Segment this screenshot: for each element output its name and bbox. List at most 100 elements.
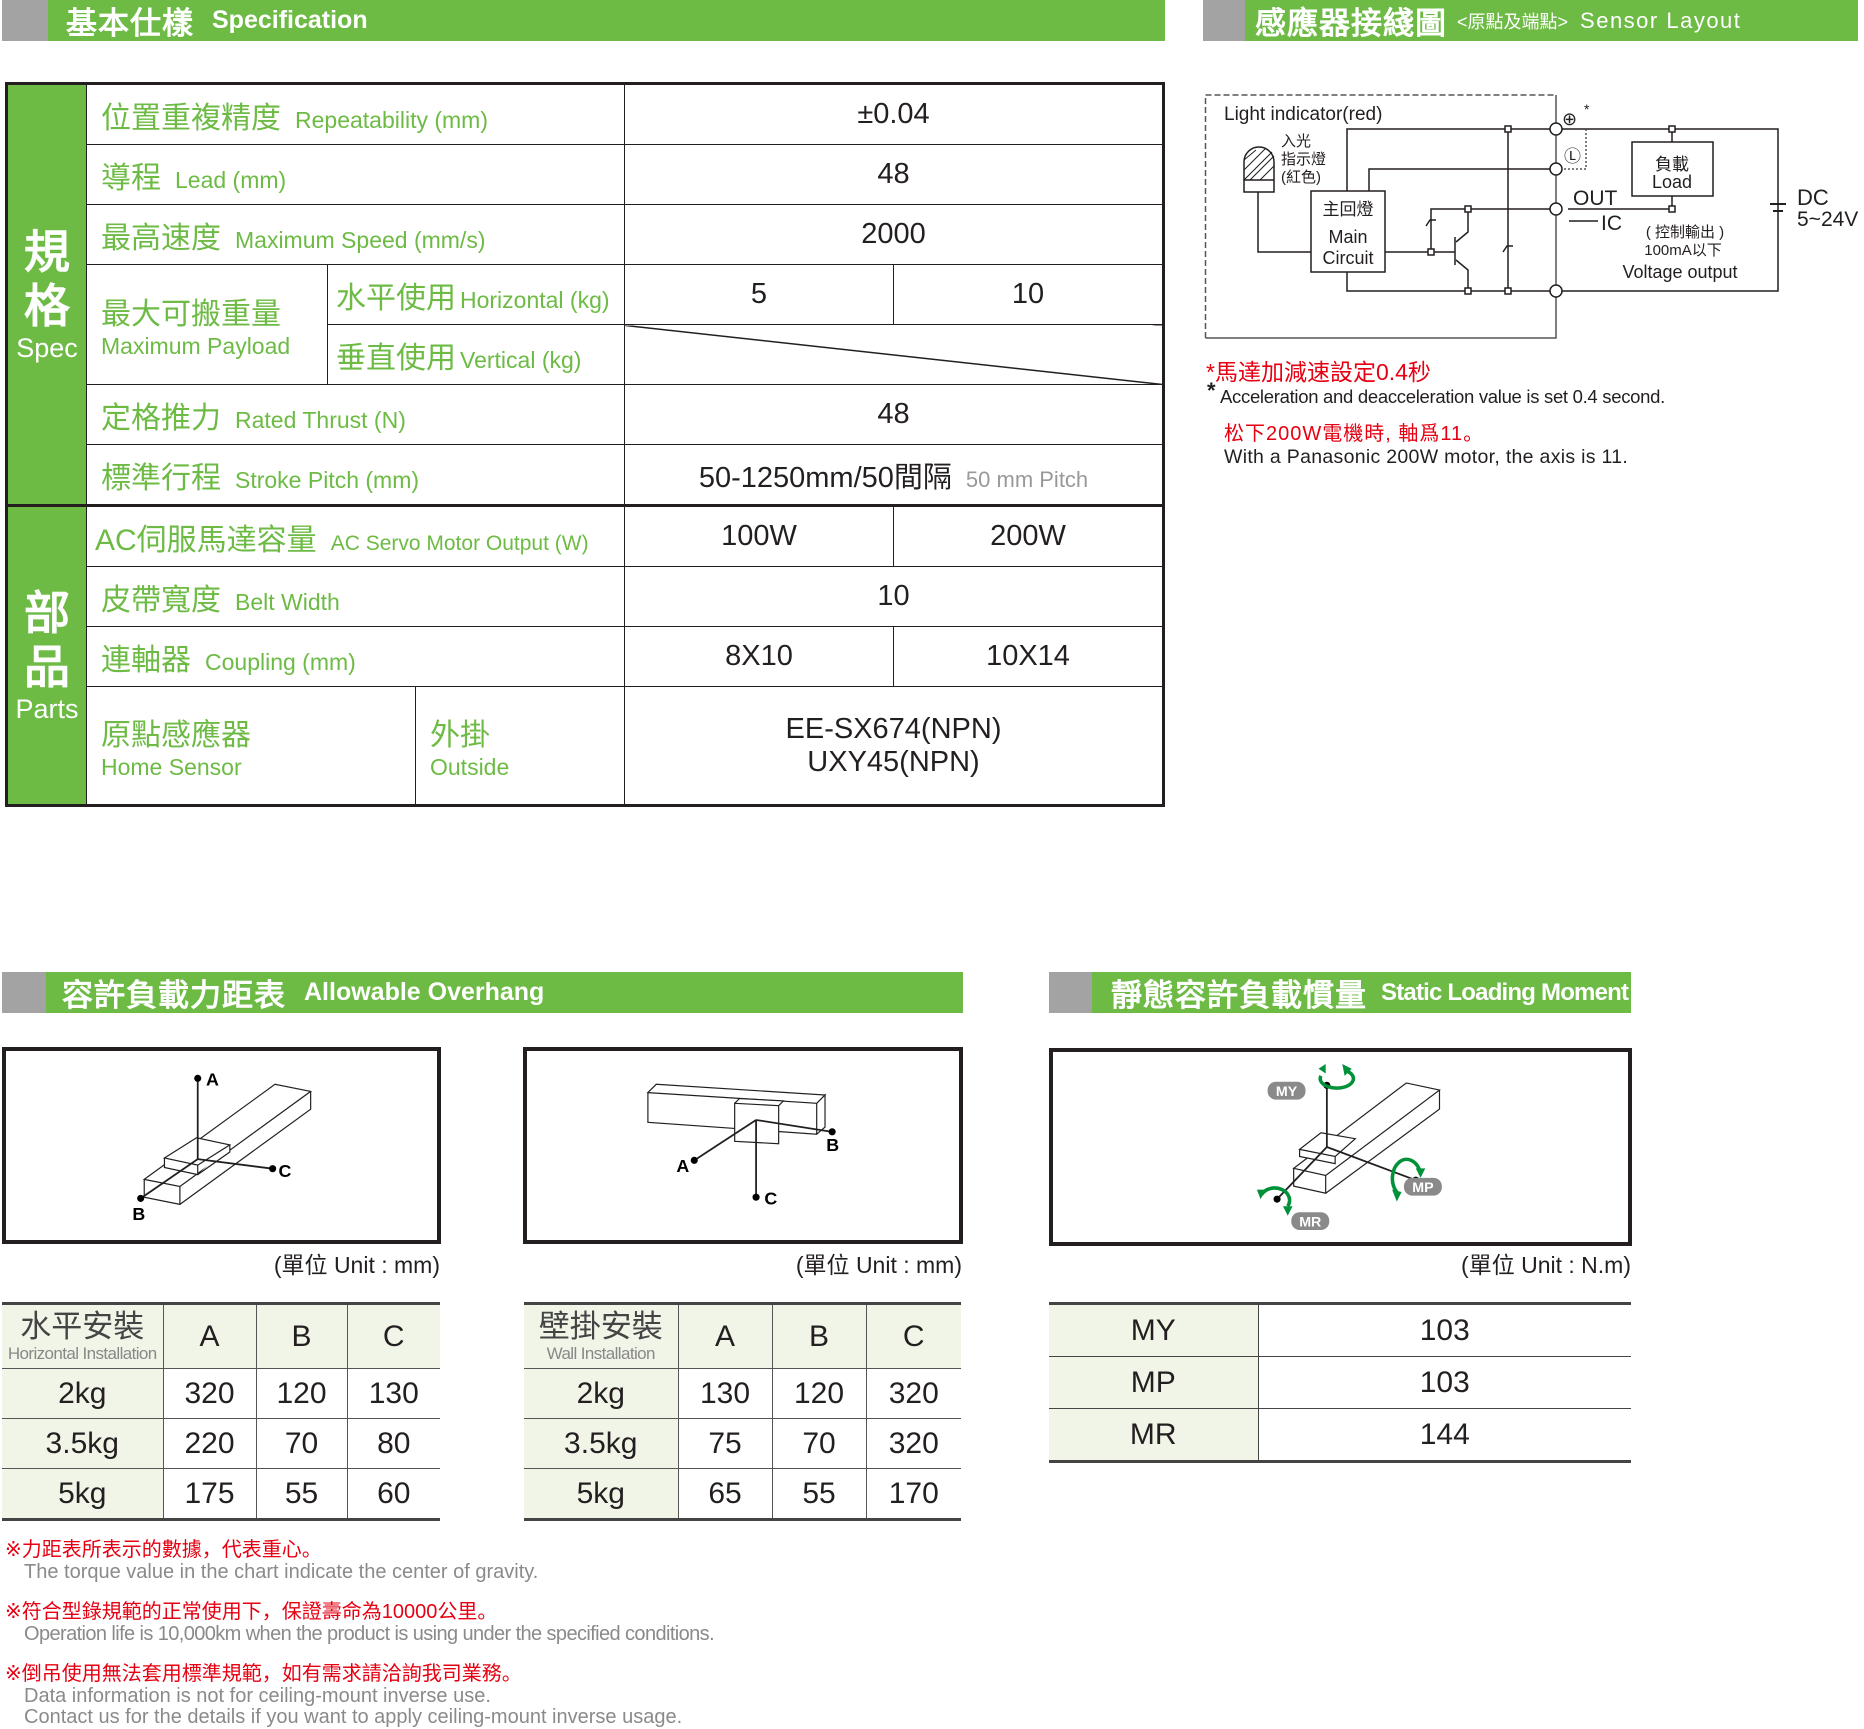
light-indicator-label: Light indicator(red) [1224, 104, 1382, 125]
coupling-value-100w: 8X10 [624, 626, 894, 687]
column-header: A [677, 1302, 772, 1369]
dc-label: DC [1797, 185, 1829, 210]
table-row: 2kg 320 120 130 [2, 1368, 440, 1419]
home-sensor-label: 原點感應器 Home Sensor [86, 686, 416, 806]
label-c: C [279, 1161, 292, 1181]
table-title: 水平安裝 Horizontal Installation [2, 1302, 163, 1369]
column-header: A [162, 1302, 256, 1369]
max-speed-label: 最高速度 Maximum Speed (mm/s) [86, 204, 625, 265]
main-circuit-en2: Circuit [1322, 248, 1373, 268]
moment-header-en: Static Loading Moment [1381, 978, 1629, 1006]
main-circuit-box [1310, 190, 1386, 273]
moment-table: MY 103 MP 103 MR 144 [1049, 1302, 1631, 1463]
column-header: C [865, 1302, 961, 1369]
load-en: Load [1652, 172, 1692, 192]
group-parts-zh2: 品 [24, 641, 70, 693]
spec-row-rated-thrust: 定格推力 Rated Thrust (N) 48 [7, 384, 1165, 445]
spec-header-zh: 基本仕樣 [66, 6, 194, 41]
axis-b [755, 1119, 833, 1133]
bulb-label-1: 入光 [1281, 133, 1311, 150]
unit-label-moment: (單位 Unit : N.m) [1461, 1252, 1631, 1278]
footnote-2-en: Operation life is 10,000km when the prod… [24, 1623, 715, 1645]
column-header: C [346, 1302, 440, 1369]
spec-row-payload-vertical: 垂直使用 Vertical (kg) [7, 324, 1165, 385]
coupling-value-200w: 10X14 [892, 626, 1165, 687]
svg-text:MY: MY [1276, 1084, 1298, 1100]
group-spec-zh2: 格 [24, 280, 70, 332]
table-row: 5kg 65 55 170 [524, 1468, 961, 1521]
label-a: A [676, 1156, 689, 1176]
payload-horizontal-label: 水平使用 Horizontal (kg) [327, 264, 625, 325]
axis-b [140, 1158, 199, 1200]
load-box [1631, 141, 1714, 197]
table-row: MY 103 [1049, 1302, 1631, 1357]
sensor-wiring-diagram: Light indicator(red) 入光 指示燈 (紅色) 主回燈 Mai… [1204, 94, 1858, 339]
footnote-1-zh: ※力距表所表示的數據，代表重心。 [5, 1539, 322, 1561]
stroke-value: 50-1250mm/50間隔 50 mm Pitch [623, 444, 1165, 506]
spec-group-label: 規 格 Spec [6, 83, 87, 507]
footnote-3-en-2: Contact us for the details if you want t… [24, 1706, 683, 1728]
moment-header-zh: 靜態容許負載慣量 [1111, 978, 1367, 1013]
lead-label: 導程 Lead (mm) [86, 144, 625, 205]
payload-vertical-na-slash [623, 324, 1165, 385]
coupling-label: 連軸器 Coupling (mm) [86, 626, 625, 687]
asterisk-mark: * [1584, 101, 1590, 117]
sensor-header-zh: 感應器接綫圖 [1255, 6, 1447, 41]
group-spec-en: Spec [16, 333, 78, 363]
parts-group-label: 部 品 Parts [6, 504, 87, 806]
control-output-label: ( 控制輸出 ) [1646, 224, 1724, 241]
spec-section-header: 基本仕樣 Specification [2, 0, 1165, 41]
footnote-1-en: The torque value in the chart indicate t… [24, 1561, 539, 1583]
overhang-header-en: Allowable Overhang [304, 978, 545, 1006]
wall-rail-drawing: A B C [646, 1083, 839, 1208]
spec-row-home-sensor: 原點感應器 Home Sensor 外掛 Outside EE-SX674(NPN)… [7, 686, 1165, 806]
overhang-section-header: 容許負載力距表 Allowable Overhang [2, 972, 963, 1013]
my-rotation-arrow-icon [1318, 1069, 1356, 1090]
unit-label-wall: (單位 Unit : mm) [795, 1252, 962, 1278]
voltage-output-label: Voltage output [1622, 262, 1737, 282]
note-red-motor: 松下200W電機時, 軸爲11。 [1224, 423, 1485, 445]
home-sensor-mount: 外掛 Outside [415, 686, 625, 806]
header-gray-block [1203, 0, 1245, 41]
motor-value-200w: 200W [892, 504, 1165, 567]
spec-row-coupling: 連軸器 Coupling (mm) 8X10 10X14 [7, 626, 1165, 687]
moment-rail-drawing: MY MP MR [1256, 1064, 1442, 1230]
spec-row-motor: 部 品 Parts AC伺服馬達容量 AC Servo Motor Output … [6, 504, 1165, 806]
plus-terminal-icon: ⊕ [1562, 109, 1577, 129]
max-speed-value: 2000 [623, 204, 1165, 265]
dc-voltage-label: 5~24V [1797, 208, 1858, 231]
mp-rotation-arrow-icon [1390, 1157, 1423, 1194]
wall-installation-diagram: A B C [523, 1047, 963, 1244]
note-asterisk: * [1207, 378, 1216, 403]
terminal-plus [1549, 122, 1563, 136]
bulb-label-2: 指示燈 [1281, 151, 1326, 168]
bulb-label-3: (紅色) [1281, 169, 1321, 186]
header-gray-block [2, 972, 46, 1013]
payload-label: 最大可搬重量 Maximum Payload [86, 264, 328, 385]
spec-header-en: Specification [212, 6, 368, 34]
label-b: B [132, 1204, 145, 1224]
lead-value: 48 [623, 144, 1165, 205]
terminal-minus [1549, 284, 1563, 298]
note-en-accel: Acceleration and deacceleration value is… [1220, 386, 1665, 407]
group-spec-zh1: 規 [24, 226, 70, 278]
spec-row-payload-horizontal: 最大可搬重量 Maximum Payload 水平使用 Horizontal (kg… [7, 264, 1165, 385]
label-b: B [826, 1135, 839, 1155]
wall-overhang-table: 壁掛安裝 Wall Installation A B C 2kg 130 120 320… [524, 1302, 961, 1521]
table-row: 3.5kg 75 70 320 [524, 1418, 961, 1469]
load-zh: 負載 [1655, 155, 1689, 174]
ic-label: IC [1601, 212, 1622, 235]
main-circuit-en1: Main [1328, 227, 1367, 247]
out-label: OUT [1573, 187, 1618, 210]
svg-text:MR: MR [1299, 1214, 1321, 1230]
group-parts-zh1: 部 [24, 587, 70, 639]
footnote-3-zh: ※倒吊使用無法套用標準規範，如有需求請洽詢我司業務。 [5, 1663, 522, 1685]
horizontal-overhang-table: 水平安裝 Horizontal Installation A B C 2kg 320… [2, 1302, 440, 1521]
rated-thrust-label: 定格推力 Rated Thrust (N) [86, 384, 625, 445]
table-row: 3.5kg 220 70 80 [2, 1418, 440, 1469]
terminal-light [1549, 162, 1563, 176]
payload-vertical-label: 垂直使用 Vertical (kg) [327, 324, 625, 385]
repeatability-label: 位置重複精度 Repeatability (mm) [86, 83, 625, 145]
note-en-motor: With a Panasonic 200W motor, the axis is… [1224, 446, 1629, 468]
table-row: 5kg 175 55 60 [2, 1468, 440, 1521]
